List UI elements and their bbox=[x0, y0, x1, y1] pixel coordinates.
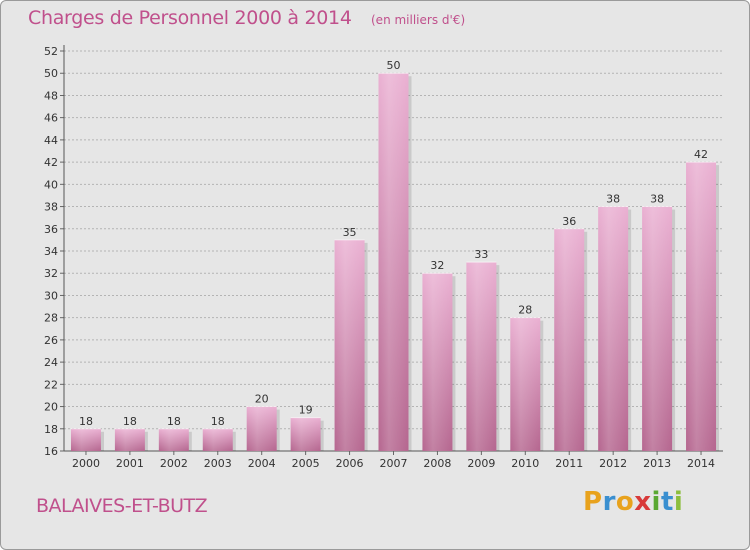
bar-highlight bbox=[598, 206, 629, 451]
y-tick-label: 32 bbox=[44, 267, 58, 280]
bar-highlight bbox=[114, 428, 145, 451]
y-tick-label: 16 bbox=[44, 445, 58, 458]
y-tick-label: 28 bbox=[44, 312, 58, 325]
data-label: 18 bbox=[79, 415, 93, 428]
x-tick-label: 2012 bbox=[599, 457, 627, 470]
data-label: 18 bbox=[211, 415, 225, 428]
y-tick-label: 48 bbox=[44, 89, 58, 102]
bar-highlight bbox=[246, 406, 277, 451]
chart-subtitle: (en milliers d'€) bbox=[371, 13, 466, 27]
logo-letter: i bbox=[651, 487, 661, 517]
data-label: 35 bbox=[343, 226, 357, 239]
x-tick-label: 2014 bbox=[687, 457, 715, 470]
bar-highlight bbox=[290, 417, 321, 451]
logo-letter: o bbox=[615, 487, 635, 517]
y-tick-label: 40 bbox=[44, 178, 58, 191]
y-tick-label: 26 bbox=[44, 334, 58, 347]
axes: 16 18 20 22 24 26 28 30 32 34 36 38 40 42 44 46 48 50 52 20… bbox=[44, 45, 723, 470]
x-tick-label: 2010 bbox=[511, 457, 539, 470]
logo-letter: x bbox=[634, 487, 652, 517]
data-label: 42 bbox=[694, 148, 708, 161]
y-tick-label: 22 bbox=[44, 378, 58, 391]
x-tick-label: 2002 bbox=[160, 457, 188, 470]
logo-letter: P bbox=[583, 487, 603, 517]
x-tick-label: 2001 bbox=[116, 457, 144, 470]
data-labels: 18 18 18 18 20 19 35 50 32 33 28 36 38 38 42 bbox=[79, 59, 708, 428]
y-tick-label: 20 bbox=[44, 401, 58, 414]
data-label: 20 bbox=[255, 393, 269, 406]
y-tick-label: 50 bbox=[44, 67, 58, 80]
bar-highlight bbox=[510, 317, 541, 451]
x-tick-label: 2011 bbox=[555, 457, 583, 470]
bar-highlight bbox=[70, 428, 101, 451]
x-tick-label: 2005 bbox=[292, 457, 320, 470]
x-tick-label: 2006 bbox=[336, 457, 364, 470]
bar-highlight bbox=[334, 239, 365, 451]
y-tick-label: 46 bbox=[44, 112, 58, 125]
y-tick-label: 34 bbox=[44, 245, 58, 258]
x-tick-label: 2000 bbox=[72, 457, 100, 470]
bar-highlight bbox=[554, 228, 585, 451]
data-label: 38 bbox=[606, 193, 620, 206]
y-tick-label: 44 bbox=[44, 134, 58, 147]
bars bbox=[70, 72, 720, 451]
y-tick-label: 18 bbox=[44, 423, 58, 436]
bar-highlight bbox=[158, 428, 189, 451]
y-tick-label: 38 bbox=[44, 201, 58, 214]
x-tick-label: 2008 bbox=[423, 457, 451, 470]
bar-highlight bbox=[642, 206, 673, 451]
data-label: 19 bbox=[299, 404, 313, 417]
data-label: 18 bbox=[123, 415, 137, 428]
data-label: 33 bbox=[474, 248, 488, 261]
bar-highlight bbox=[686, 162, 717, 451]
x-tick-label: 2009 bbox=[467, 457, 495, 470]
x-tick-label: 2004 bbox=[248, 457, 276, 470]
logo-letter: r bbox=[602, 487, 616, 517]
x-tick-label: 2003 bbox=[204, 457, 232, 470]
y-tick-label: 30 bbox=[44, 289, 58, 302]
y-tick-label: 36 bbox=[44, 223, 58, 236]
y-tick-label: 24 bbox=[44, 356, 58, 369]
y-tick-label: 52 bbox=[44, 45, 58, 58]
bar-highlight bbox=[422, 273, 453, 451]
y-tick-label: 42 bbox=[44, 156, 58, 169]
bar-highlight bbox=[202, 428, 233, 451]
bar-highlight bbox=[378, 73, 409, 451]
data-label: 28 bbox=[518, 304, 532, 317]
bar-highlight bbox=[466, 262, 497, 451]
commune-name: BALAIVES-ET-BUTZ bbox=[36, 495, 208, 517]
proxiti-logo[interactable]: Proxiti bbox=[583, 487, 683, 517]
data-label: 38 bbox=[650, 193, 664, 206]
data-label: 50 bbox=[387, 59, 401, 72]
data-label: 36 bbox=[562, 215, 576, 228]
data-label: 18 bbox=[167, 415, 181, 428]
x-tick-label: 2007 bbox=[380, 457, 408, 470]
logo-letter: t bbox=[660, 487, 674, 517]
x-tick-label: 2013 bbox=[643, 457, 671, 470]
logo-letter: i bbox=[673, 487, 684, 517]
chart-title: Charges de Personnel 2000 à 2014 bbox=[28, 7, 352, 29]
data-label: 32 bbox=[430, 259, 444, 272]
